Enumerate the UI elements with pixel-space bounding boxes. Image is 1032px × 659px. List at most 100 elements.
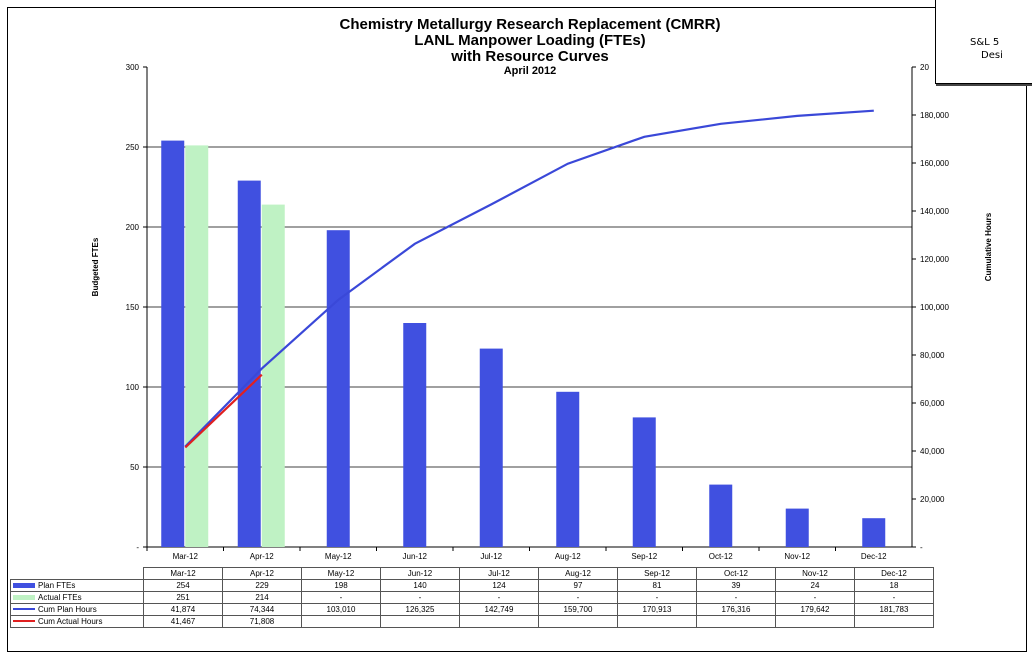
bar-plan-fte bbox=[326, 230, 350, 547]
table-cell bbox=[696, 615, 776, 628]
y2-tick-label: - bbox=[920, 543, 923, 552]
table-cell: 97 bbox=[538, 579, 618, 592]
table-cell: - bbox=[775, 591, 855, 604]
table-header-row: Mar-12 Apr-12 May-12 Jun-12 Jul-12 Aug-12 Sep-… bbox=[11, 567, 934, 580]
bar-plan-fte bbox=[161, 140, 185, 547]
table-header-cell: Aug-12 bbox=[538, 567, 618, 580]
chart-plot: 300 250 200 150 100 50 - 20 180,000 160,000 140,00… bbox=[91, 63, 993, 561]
table-cell: 41,874 bbox=[143, 603, 223, 616]
table-cell: 251 bbox=[143, 591, 223, 604]
legend-key bbox=[13, 620, 35, 623]
table-row: Actual FTEs 251 214- - - - - - - - bbox=[10, 591, 934, 604]
table-header-cell: Sep-12 bbox=[617, 567, 697, 580]
y2-tick-label: 160,000 bbox=[920, 159, 949, 168]
y2-tick-label: 80,000 bbox=[920, 351, 945, 360]
bar-plan-fte bbox=[709, 484, 733, 547]
y2-tick-label: 40,000 bbox=[920, 447, 945, 456]
x-tick-label: Oct-12 bbox=[709, 552, 734, 561]
table-cell: 142,749 bbox=[459, 603, 539, 616]
y2-tick-label: 120,000 bbox=[920, 255, 949, 264]
legend-key bbox=[13, 582, 35, 588]
bar-plan-fte bbox=[479, 348, 503, 547]
bar-plan-fte bbox=[632, 417, 656, 547]
title-block: Chemistry Metallurgy Research Replacemen… bbox=[300, 17, 760, 78]
y-tick-label: 300 bbox=[126, 63, 140, 72]
table-cell bbox=[301, 615, 381, 628]
y2-axis-label: Cumulative Hours bbox=[984, 212, 993, 281]
inset-text: S&L 5 Desi bbox=[970, 36, 1032, 62]
table-cell: - bbox=[459, 591, 539, 604]
table-cell: - bbox=[301, 591, 381, 604]
table-header-cell: Jun-12 bbox=[380, 567, 460, 580]
bar-actual-fte bbox=[185, 145, 209, 547]
y2-tick-label: 20,000 bbox=[920, 495, 945, 504]
table-row-label: Cum Actual Hours bbox=[10, 615, 144, 628]
y-tick-label: 200 bbox=[126, 223, 140, 232]
table-header-cell: Apr-12 bbox=[222, 567, 302, 580]
table-row-label: Plan FTEs bbox=[10, 579, 144, 592]
y2-tick-label: 140,000 bbox=[920, 207, 949, 216]
x-tick-label: Aug-12 bbox=[555, 552, 581, 561]
legend-label: Cum Plan Hours bbox=[38, 604, 97, 614]
table-cell: 179,642 bbox=[775, 603, 855, 616]
table-cell: 71,808 bbox=[222, 615, 302, 628]
table-cell bbox=[380, 615, 460, 628]
y2-tick-label: 180,000 bbox=[920, 111, 949, 120]
table-cell: 39 bbox=[696, 579, 776, 592]
legend-key bbox=[13, 594, 35, 600]
table-header-cell: Mar-12 bbox=[143, 567, 223, 580]
inset-line-1: S&L 5 bbox=[970, 37, 1000, 48]
table-corner bbox=[11, 568, 144, 580]
bar-plan-fte bbox=[237, 180, 261, 547]
y-tick-label: 100 bbox=[126, 383, 140, 392]
table-row: Plan FTEs 254 229 198 140 124 97 81 39 24 18 bbox=[10, 579, 934, 592]
bar-actual-fte bbox=[261, 204, 285, 547]
table-row-label: Cum Plan Hours bbox=[10, 603, 144, 616]
table-cell: 214 bbox=[222, 591, 302, 604]
y2-tick-label: 20 bbox=[920, 63, 929, 72]
table-header-cell: May-12 bbox=[301, 567, 381, 580]
table-cell: 181,783 bbox=[854, 603, 934, 616]
x-tick-label: Jun-12 bbox=[403, 552, 428, 561]
table-header-cell: Dec-12 bbox=[854, 567, 934, 580]
table-cell: 198 bbox=[301, 579, 381, 592]
bar-plan-fte bbox=[403, 323, 427, 547]
chart-subtitle-2: with Resource Curves bbox=[451, 48, 609, 65]
table-cell: - bbox=[538, 591, 618, 604]
table-cell: 140 bbox=[380, 579, 460, 592]
table-header-cell: Oct-12 bbox=[696, 567, 776, 580]
table-cell: 41,467 bbox=[143, 615, 223, 628]
table-cell: 176,316 bbox=[696, 603, 776, 616]
table-cell: - bbox=[854, 591, 934, 604]
table-cell: 159,700 bbox=[538, 603, 618, 616]
table-cell bbox=[538, 615, 618, 628]
table-cell: 18 bbox=[854, 579, 934, 592]
x-tick-label: Jul-12 bbox=[480, 552, 502, 561]
table-cell: 24 bbox=[775, 579, 855, 592]
table-cell: - bbox=[380, 591, 460, 604]
x-tick-label: Mar-12 bbox=[173, 552, 199, 561]
x-tick-label: May-12 bbox=[325, 552, 352, 561]
table-cell: - bbox=[696, 591, 776, 604]
data-table: Mar-12 Apr-12 May-12 Jun-12 Jul-12 Aug-12 Sep-… bbox=[10, 567, 934, 628]
x-tick-label: Apr-12 bbox=[250, 552, 275, 561]
table-cell: 126,325 bbox=[380, 603, 460, 616]
table-cell: - bbox=[617, 591, 697, 604]
y2-tick-label: 100,000 bbox=[920, 303, 949, 312]
chart-date: April 2012 bbox=[503, 65, 557, 77]
bar-plan-fte bbox=[862, 518, 886, 547]
table-cell: 229 bbox=[222, 579, 302, 592]
table-cell: 103,010 bbox=[301, 603, 381, 616]
legend-label: Plan FTEs bbox=[38, 580, 76, 590]
legend-key bbox=[13, 608, 35, 611]
x-tick-label: Sep-12 bbox=[631, 552, 657, 561]
table-row-label: Actual FTEs bbox=[10, 591, 144, 604]
y-tick-label: 150 bbox=[126, 303, 140, 312]
table-row: Cum Plan Hours 41,874 74,344 103,010 126,325… bbox=[10, 603, 934, 616]
bar-plan-fte bbox=[785, 508, 809, 547]
table-cell bbox=[459, 615, 539, 628]
inset-panel bbox=[935, 0, 1032, 84]
table-row: Cum Actual Hours 41,467 71,808 bbox=[10, 615, 934, 628]
inset-line-2: Desi bbox=[981, 50, 1003, 61]
line-cum-plan-hours bbox=[184, 109, 874, 448]
